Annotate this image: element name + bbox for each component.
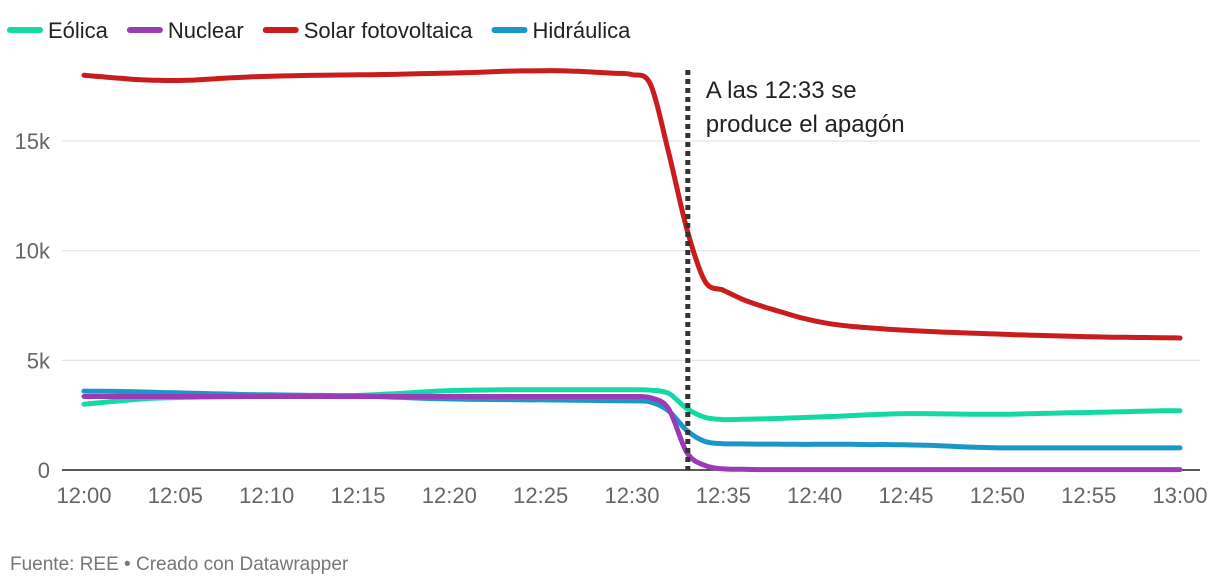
legend-label: Solar fotovoltaica <box>304 18 474 43</box>
x-tick-label: 12:45 <box>878 483 933 508</box>
y-tick-label: 5k <box>27 348 51 373</box>
legend-label: Eólica <box>48 18 109 43</box>
x-tick-label: 12:50 <box>970 483 1025 508</box>
x-tick-label: 12:15 <box>330 483 385 508</box>
x-tick-label: 12:30 <box>604 483 659 508</box>
source-note: Fuente: REE • Creado con Datawrapper <box>10 554 349 575</box>
legend-item: Hidráulica <box>491 18 632 43</box>
legend-item: Solar fotovoltaica <box>262 18 474 43</box>
x-axis-ticks: 12:00 12:05 12:10 12:15 12:20 12:25 12:30 12:35… <box>56 483 1207 508</box>
x-tick-label: 12:55 <box>1061 483 1116 508</box>
series-line <box>81 388 1183 451</box>
series-line <box>81 393 1183 473</box>
x-tick-label: 12:40 <box>787 483 842 508</box>
series-lines <box>81 68 1183 473</box>
series-line <box>81 68 1183 341</box>
legend-label: Nuclear <box>168 18 244 43</box>
x-tick-label: 12:25 <box>513 483 568 508</box>
y-tick-label: 15k <box>15 129 51 154</box>
x-tick-label: 12:00 <box>56 483 111 508</box>
legend-label: Hidráulica <box>533 18 632 43</box>
blackout-annotation: A las 12:33 se produce el apagón <box>685 70 905 470</box>
x-tick-label: 12:35 <box>696 483 751 508</box>
y-tick-label: 0 <box>38 458 50 483</box>
y-tick-label: 10k <box>15 239 51 264</box>
x-tick-label: 12:05 <box>148 483 203 508</box>
chart-legend: Eólica Nuclear Solar fotovoltaica Hidráulic… <box>7 18 632 43</box>
annotation-text: A las 12:33 se <box>706 77 857 104</box>
annotation-text: produce el apagón <box>706 111 905 138</box>
y-axis-ticks: 0 5k 10k 15k <box>15 129 51 483</box>
legend-item: Nuclear <box>126 18 244 43</box>
x-tick-label: 12:20 <box>422 483 477 508</box>
y-gridlines <box>62 140 1200 471</box>
x-tick-label: 12:10 <box>239 483 294 508</box>
legend-item: Eólica <box>7 18 109 43</box>
x-tick-label: 13:00 <box>1152 483 1207 508</box>
